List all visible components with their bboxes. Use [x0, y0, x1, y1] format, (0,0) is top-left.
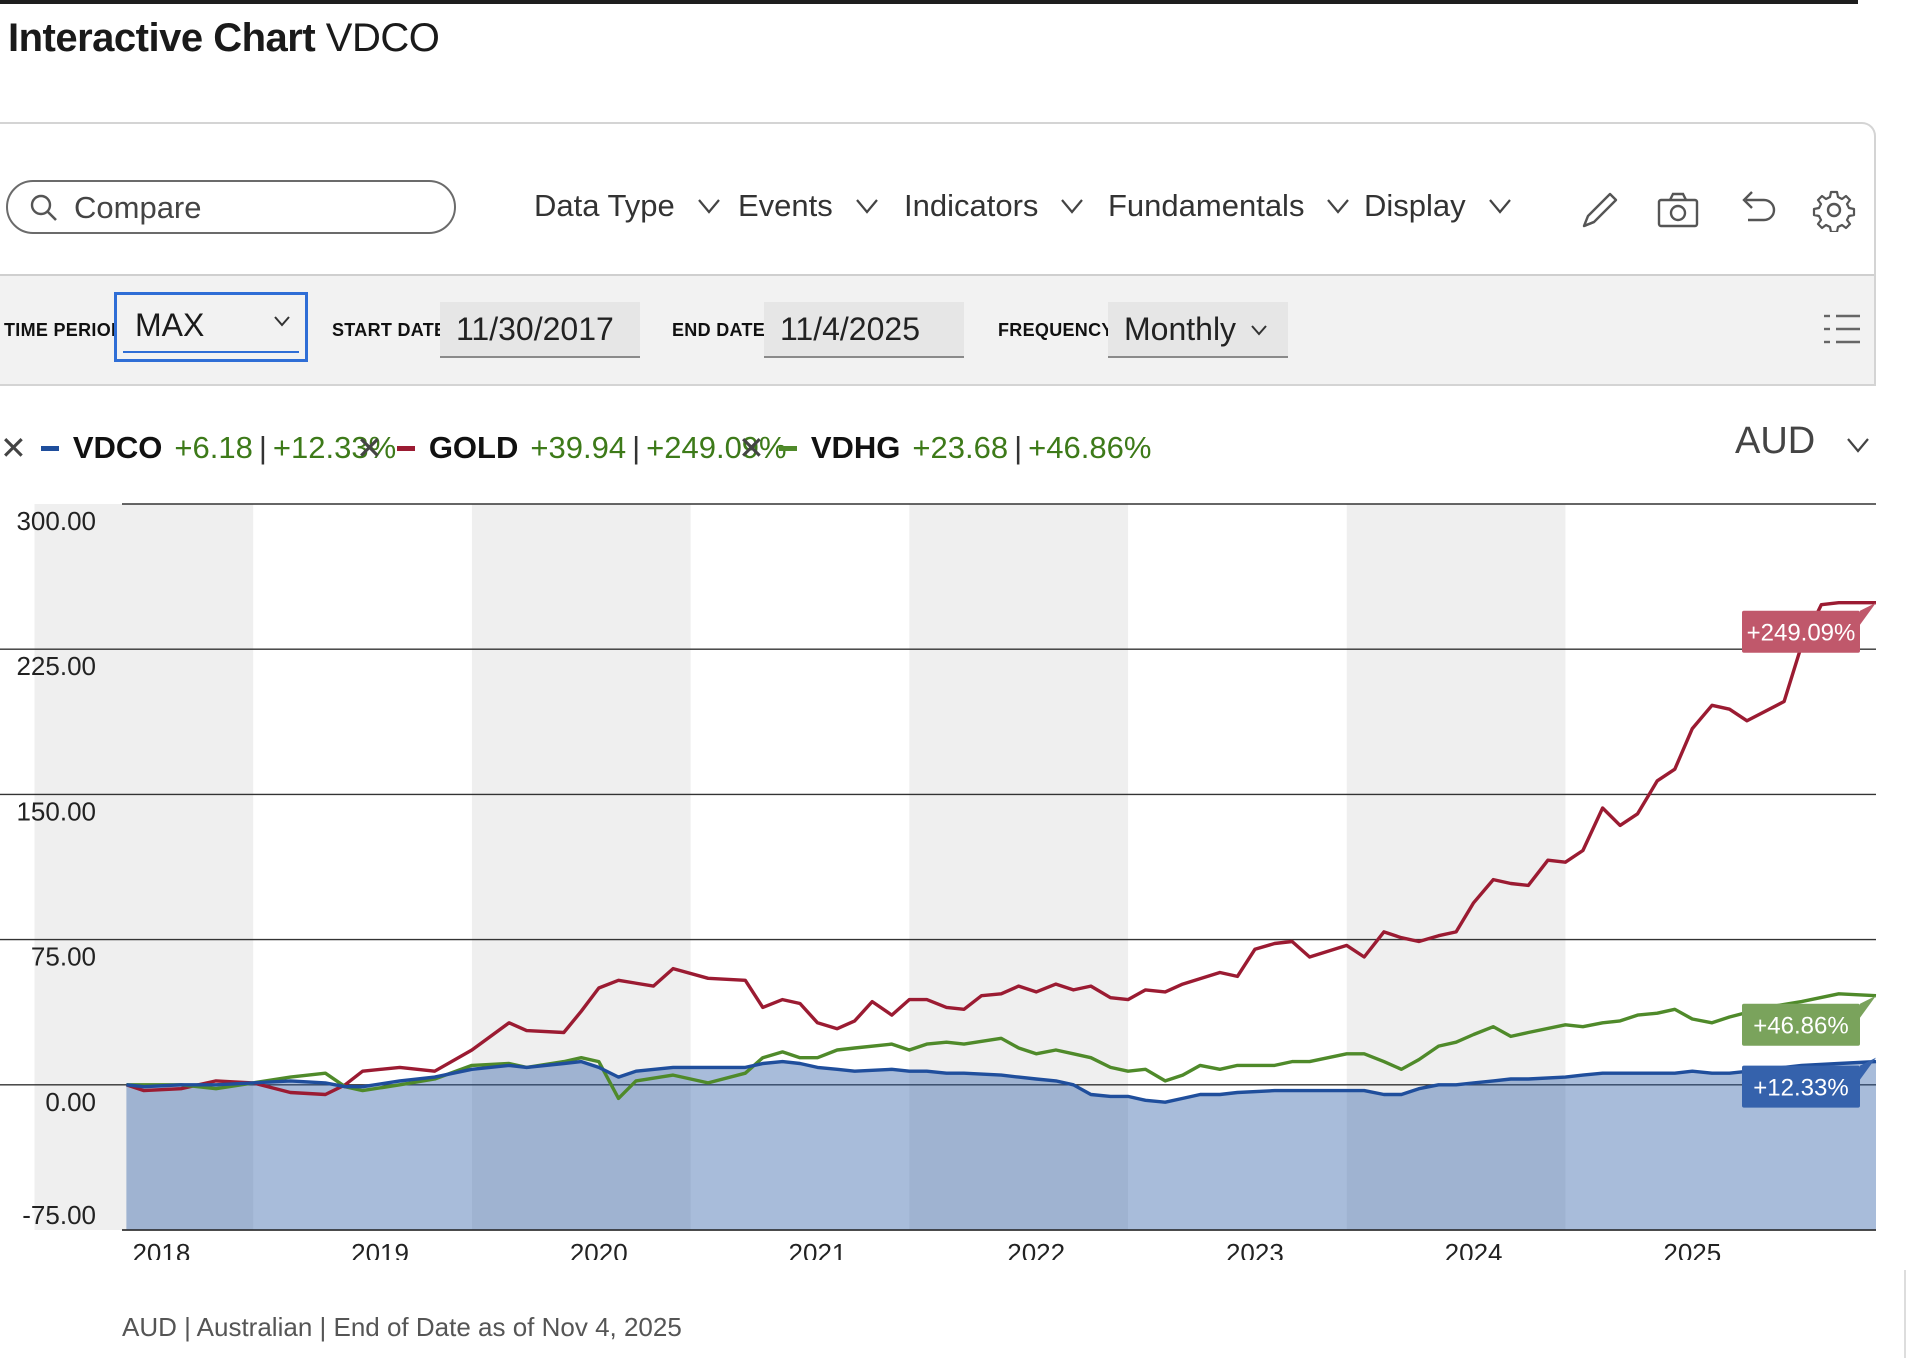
x-tick-label: 2021 [789, 1238, 847, 1260]
y-tick-label: 300.00 [16, 506, 96, 536]
time-period-label: TIME PERIOD [4, 320, 125, 340]
end-value-badge-pointer [1860, 602, 1876, 625]
end-value-badge-pointer [1860, 995, 1876, 1018]
menu-indicators[interactable]: Indicators [904, 184, 1084, 228]
legend-change: +23.68 [912, 430, 1009, 465]
chevron-down-icon [1488, 199, 1511, 214]
chart-footer: AUD | Australian | End of Date as of Nov… [122, 1312, 682, 1342]
pencil-icon[interactable] [1578, 188, 1622, 232]
menu-display[interactable]: Display [1364, 184, 1512, 228]
start-date-label: START DATE [332, 320, 447, 340]
y-tick-label: 150.00 [16, 796, 96, 826]
year-band [909, 504, 1129, 1230]
year-band [1346, 504, 1566, 1230]
chevron-down-icon [697, 199, 720, 214]
series-line-vdco[interactable] [126, 1059, 1877, 1104]
end-value-badge-pointer [1860, 1057, 1876, 1080]
legend-change: +6.18 [174, 430, 253, 465]
legend-change: +39.94 [530, 430, 627, 465]
end-value-badge [1742, 1003, 1860, 1046]
remove-series-vdco-icon[interactable]: ✕ [0, 430, 27, 466]
start-date-field[interactable]: 11/30/2017 [440, 302, 640, 358]
chevron-down-icon [855, 199, 878, 214]
page-title: Interactive Chart VDCO [8, 16, 440, 61]
legend-symbol: VDHG [810, 430, 901, 465]
page-edge [1904, 1270, 1910, 1358]
x-tick-label: 2022 [1007, 1238, 1065, 1260]
year-band [34, 504, 254, 1230]
undo-icon[interactable] [1734, 188, 1778, 232]
legend-symbol: GOLD [428, 430, 519, 465]
legend-symbol: VDCO [72, 430, 163, 465]
chevron-down-icon [274, 316, 290, 327]
frequency-label: FREQUENCY [998, 320, 1114, 340]
time-period-value: MAX [123, 301, 299, 353]
x-tick-label: 2024 [1445, 1238, 1503, 1260]
remove-series-gold-icon[interactable]: ✕ [356, 430, 383, 466]
year-band [471, 504, 691, 1230]
page-title-label: Interactive Chart [8, 16, 316, 60]
end-date-label: END DATE [672, 320, 766, 340]
end-value-label: +12.33% [1753, 1075, 1848, 1102]
y-tick-label: 75.00 [31, 942, 96, 972]
currency-select[interactable]: AUD [1735, 420, 1870, 463]
menu-data-type[interactable]: Data Type [534, 184, 721, 228]
legend-pct: +12.33% [272, 430, 397, 465]
x-tick-label: 2025 [1663, 1238, 1721, 1260]
legend-swatch-vdhg [778, 445, 797, 451]
menu-fundamentals[interactable]: Fundamentals [1108, 184, 1350, 228]
legend-separator: | [1014, 430, 1023, 465]
end-value-label: +249.09% [1747, 620, 1856, 647]
gear-icon[interactable] [1812, 188, 1856, 232]
frequency-select[interactable]: Monthly [1108, 302, 1288, 358]
end-value-badge [1742, 1065, 1860, 1108]
list-icon[interactable] [1822, 312, 1862, 346]
legend-swatch-gold [396, 445, 415, 451]
legend-separator: | [632, 430, 641, 465]
menu-fundamentals-label: Fundamentals [1108, 188, 1305, 223]
toolbar: Data Type Events Indicators Fundamentals… [0, 124, 1874, 276]
chevron-down-icon [1846, 438, 1869, 453]
legend-pct: +46.86% [1028, 430, 1152, 465]
search-icon [30, 194, 57, 221]
frequency-value: Monthly [1124, 311, 1237, 347]
compare-search[interactable] [6, 180, 456, 234]
menu-indicators-label: Indicators [904, 188, 1039, 223]
chevron-down-icon [1061, 199, 1084, 214]
x-tick-label: 2019 [351, 1238, 409, 1260]
end-value-label: +46.86% [1753, 1013, 1848, 1040]
series-area-vdco [126, 1061, 1877, 1230]
time-controls: TIME PERIOD MAX START DATE 11/30/2017 EN… [0, 276, 1874, 384]
header-rule [0, 0, 1858, 4]
legend-item-gold: ✕ GOLD +39.94 | +249.09% [356, 426, 787, 470]
time-period-select[interactable]: MAX [114, 292, 308, 362]
x-tick-label: 2018 [132, 1238, 190, 1260]
menu-events[interactable]: Events [738, 184, 879, 228]
legend-pct: +249.09% [646, 430, 787, 465]
legend-separator: | [258, 430, 267, 465]
legend-item-vdco: ✕ VDCO +6.18 | +12.33% [0, 426, 396, 470]
menu-display-label: Display [1364, 188, 1466, 223]
menu-events-label: Events [738, 188, 833, 223]
y-tick-label: 225.00 [16, 651, 96, 681]
remove-series-vdhg-icon[interactable]: ✕ [738, 430, 765, 466]
series-line-gold[interactable] [125, 601, 1876, 1097]
chart-controls-panel: Data Type Events Indicators Fundamentals… [0, 122, 1876, 386]
y-tick-label: 0.00 [45, 1087, 96, 1117]
menu-data-type-label: Data Type [534, 188, 675, 223]
end-value-badge [1742, 610, 1860, 653]
chevron-down-icon [1251, 325, 1267, 336]
end-date-field[interactable]: 11/4/2025 [764, 302, 964, 358]
currency-value: AUD [1735, 420, 1816, 462]
y-tick-label: -75.00 [22, 1200, 96, 1230]
page-title-symbol: VDCO [325, 16, 440, 60]
chevron-down-icon [1327, 199, 1350, 214]
legend-swatch-vdco [40, 445, 59, 451]
camera-icon[interactable] [1656, 188, 1700, 232]
x-tick-label: 2023 [1226, 1238, 1284, 1260]
compare-input[interactable] [72, 188, 436, 228]
performance-chart[interactable]: 300.00 225.00 150.00 75.00 0.00 -75.00 2018 201… [0, 490, 1910, 1260]
legend-item-vdhg: ✕ VDHG +23.68 | +46.86% [738, 426, 1151, 470]
x-tick-label: 2020 [570, 1238, 628, 1260]
